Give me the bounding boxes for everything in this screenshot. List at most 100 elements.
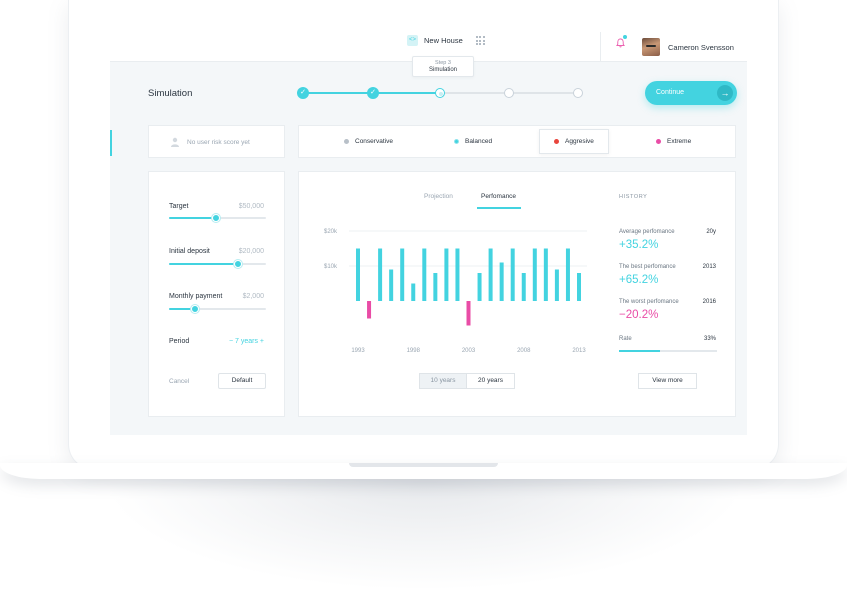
chart-bar: [488, 248, 493, 301]
user-name: Cameron Svensson: [668, 42, 734, 52]
laptop-notch: [349, 463, 498, 467]
y-tick-label: $10k: [324, 264, 338, 270]
device-shadow: [110, 478, 740, 588]
dot-icon: [656, 139, 661, 144]
average-label: Average perfomance: [619, 229, 675, 235]
tab-projection[interactable]: Projection: [424, 193, 453, 200]
chart-bar: [521, 273, 526, 301]
dot-icon: [344, 139, 349, 144]
check-icon: ✓: [300, 89, 306, 96]
check-icon: ✓: [370, 89, 376, 96]
project-name: New House: [424, 36, 463, 45]
dot-icon: [454, 139, 459, 144]
cancel-button[interactable]: Cancel: [169, 378, 190, 385]
step-3[interactable]: [435, 88, 445, 98]
step-tooltip-title: Simulation: [428, 67, 457, 73]
x-tick-label: 2003: [462, 348, 476, 354]
continue-button[interactable]: Continue →: [645, 81, 737, 105]
slider-fill: [169, 263, 238, 265]
worst-label: The worst perfomance: [619, 299, 679, 305]
app-screen: <> New House Cameron Svensson Step 3 Sim…: [110, 0, 747, 435]
dot-icon: [554, 139, 559, 144]
slider-handle[interactable]: [191, 305, 200, 313]
active-tab-underline: [477, 207, 521, 209]
profile-label: Aggresive: [565, 138, 594, 145]
chart-bar: [433, 273, 438, 301]
chart-bar: [367, 301, 372, 319]
laptop-base: [0, 463, 847, 479]
chart-bar: [356, 248, 360, 301]
step-tooltip: Step 3 Simulation: [412, 56, 474, 77]
initial-deposit-slider[interactable]: [169, 260, 266, 268]
continue-label: Continue: [656, 89, 685, 96]
chart-bar: [510, 248, 515, 301]
x-tick-label: 2013: [572, 348, 586, 354]
best-year: 2013: [702, 264, 716, 270]
rate-label: Rate: [619, 336, 632, 342]
monthly-payment-label: Monthly payment: [169, 293, 223, 300]
step-2[interactable]: ✓: [367, 87, 379, 99]
profile-aggresive[interactable]: Aggresive: [539, 129, 609, 154]
initial-deposit-label: Initial deposit: [169, 248, 210, 255]
avatar[interactable]: [642, 38, 660, 56]
slider-handle[interactable]: [233, 260, 242, 268]
default-button[interactable]: Default: [218, 373, 266, 389]
profile-label: Balanced: [465, 138, 493, 145]
user-icon: [171, 137, 179, 147]
period-stepper[interactable]: − 7 years +: [228, 338, 264, 345]
best-label: The best perfomance: [619, 264, 676, 270]
best-value: +65.2%: [619, 274, 659, 286]
project-selector[interactable]: <> New House: [407, 35, 485, 46]
slider-handle[interactable]: [211, 214, 220, 222]
top-bar: <> New House Cameron Svensson: [110, 0, 747, 62]
rate-bar-fill: [619, 350, 661, 352]
code-icon: <>: [407, 35, 418, 46]
worst-year: 2016: [702, 299, 716, 305]
performance-card: Projection Perfomance $10k$20k$30k199319…: [298, 171, 736, 417]
notifications[interactable]: [600, 32, 640, 62]
chart-bar: [389, 269, 394, 301]
chart-bar: [411, 283, 416, 301]
worst-value: −20.2%: [619, 309, 659, 321]
rate-value: 33%: [703, 336, 716, 342]
profile-balanced[interactable]: Balanced: [454, 126, 492, 157]
arrow-right-icon: →: [717, 85, 733, 101]
range-10-years[interactable]: 10 years: [419, 373, 467, 389]
target-slider[interactable]: [169, 214, 266, 222]
profile-label: Extreme: [667, 138, 692, 145]
chart-bar: [422, 248, 427, 301]
apps-grid-icon[interactable]: [475, 36, 485, 45]
user-menu[interactable]: Cameron Svensson: [642, 32, 734, 62]
initial-deposit-value: $20,000: [238, 248, 264, 255]
average-period: 20y: [706, 229, 716, 235]
y-tick-label: $20k: [324, 229, 338, 235]
risk-score-card: No user risk score yet: [148, 125, 285, 158]
notification-badge: [623, 35, 627, 39]
monthly-payment-slider[interactable]: [169, 305, 266, 313]
chart-bar: [477, 273, 482, 301]
step-4[interactable]: [504, 88, 514, 98]
range-20-years[interactable]: 20 years: [467, 373, 515, 389]
performance-chart: $10k$20k$30k19931998200320082013: [324, 229, 587, 354]
history-title: HISTORY: [619, 194, 648, 200]
step-1[interactable]: ✓: [297, 87, 309, 99]
slider-fill: [169, 308, 196, 310]
chart-bar: [565, 248, 570, 301]
x-tick-label: 1993: [351, 348, 365, 354]
page-title: Simulation: [148, 88, 193, 99]
chart-bar: [444, 248, 449, 301]
progress-stepper: ✓ ✓: [297, 86, 587, 100]
profile-conservative[interactable]: Conservative: [344, 126, 393, 157]
tab-performance[interactable]: Perfomance: [481, 193, 517, 200]
chart-bar: [554, 269, 559, 301]
view-more-button[interactable]: View more: [638, 373, 697, 389]
bell-icon[interactable]: [616, 38, 625, 48]
parameters-panel: Target $50,000 Initial deposit $20,000 M…: [148, 171, 285, 417]
step-5[interactable]: [573, 88, 583, 98]
risk-profile-selector: Conservative Balanced Aggresive Extreme: [298, 125, 736, 158]
risk-score-text: No user risk score yet: [187, 139, 250, 146]
step-tooltip-step: Step 3: [435, 60, 451, 66]
chart-bar: [532, 248, 537, 301]
profile-extreme[interactable]: Extreme: [656, 126, 691, 157]
chart-bar: [499, 262, 504, 301]
